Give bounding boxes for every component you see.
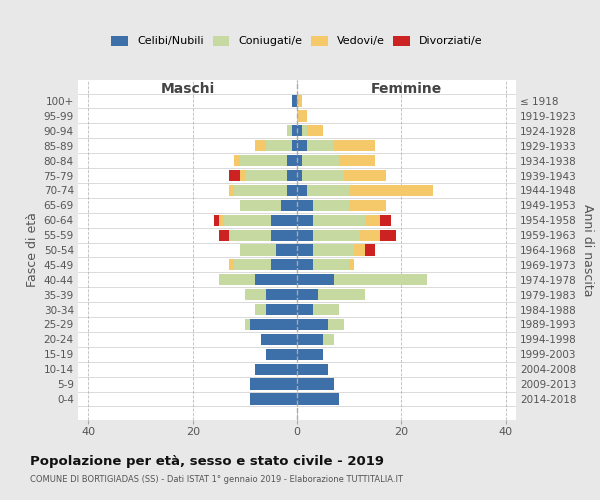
Bar — [250, 319, 297, 330]
Bar — [292, 96, 297, 106]
Bar — [344, 170, 386, 181]
Bar — [359, 230, 380, 240]
Bar — [224, 214, 271, 226]
Text: Femmine: Femmine — [371, 82, 442, 96]
Bar — [297, 200, 313, 211]
Bar — [250, 394, 297, 404]
Bar — [287, 155, 297, 166]
Bar — [297, 244, 313, 256]
Bar — [380, 214, 391, 226]
Bar — [266, 348, 297, 360]
Bar — [219, 214, 224, 226]
Bar — [297, 304, 313, 315]
Bar — [297, 170, 302, 181]
Bar — [297, 140, 307, 151]
Bar — [239, 244, 276, 256]
Bar — [239, 170, 245, 181]
Bar — [266, 140, 292, 151]
Bar — [302, 125, 307, 136]
Bar — [349, 260, 355, 270]
Bar — [287, 125, 292, 136]
Bar — [297, 348, 323, 360]
Bar — [214, 214, 219, 226]
Bar — [297, 214, 313, 226]
Bar — [334, 274, 427, 285]
Bar — [271, 260, 297, 270]
Bar — [297, 260, 313, 270]
Bar — [229, 230, 271, 240]
Bar — [255, 274, 297, 285]
Bar — [266, 304, 297, 315]
Text: COMUNE DI BORTIGIADAS (SS) - Dati ISTAT 1° gennaio 2019 - Elaborazione TUTTITALI: COMUNE DI BORTIGIADAS (SS) - Dati ISTAT … — [30, 475, 403, 484]
Bar — [297, 185, 307, 196]
Bar — [219, 230, 229, 240]
Bar — [297, 334, 323, 345]
Bar — [239, 200, 281, 211]
Bar — [297, 96, 302, 106]
Bar — [271, 214, 297, 226]
Bar — [245, 319, 250, 330]
Bar — [307, 125, 323, 136]
Bar — [297, 378, 334, 390]
Bar — [307, 140, 334, 151]
Bar — [328, 319, 344, 330]
Bar — [245, 170, 287, 181]
Bar — [235, 185, 287, 196]
Bar — [287, 170, 297, 181]
Bar — [313, 260, 349, 270]
Bar — [255, 140, 266, 151]
Bar — [287, 185, 297, 196]
Bar — [313, 304, 339, 315]
Bar — [339, 155, 375, 166]
Bar — [297, 289, 318, 300]
Bar — [271, 230, 297, 240]
Bar — [313, 230, 359, 240]
Bar — [292, 125, 297, 136]
Bar — [313, 244, 355, 256]
Bar — [297, 274, 334, 285]
Bar — [349, 185, 433, 196]
Bar — [297, 110, 307, 122]
Bar — [365, 244, 375, 256]
Bar — [323, 334, 334, 345]
Bar — [349, 200, 386, 211]
Bar — [297, 394, 339, 404]
Bar — [219, 274, 255, 285]
Bar — [380, 230, 396, 240]
Bar — [307, 185, 349, 196]
Bar — [313, 214, 365, 226]
Text: Popolazione per età, sesso e stato civile - 2019: Popolazione per età, sesso e stato civil… — [30, 455, 384, 468]
Bar — [297, 319, 328, 330]
Text: Maschi: Maschi — [160, 82, 215, 96]
Bar — [250, 378, 297, 390]
Bar — [229, 185, 235, 196]
Bar — [266, 289, 297, 300]
Bar — [229, 260, 235, 270]
Bar — [355, 244, 365, 256]
Legend: Celibi/Nubili, Coniugati/e, Vedovi/e, Divorziati/e: Celibi/Nubili, Coniugati/e, Vedovi/e, Di… — [107, 31, 487, 51]
Bar — [229, 170, 239, 181]
Bar — [276, 244, 297, 256]
Bar — [297, 364, 328, 375]
Bar — [245, 289, 266, 300]
Bar — [239, 155, 287, 166]
Bar — [281, 200, 297, 211]
Bar — [292, 140, 297, 151]
Bar — [297, 125, 302, 136]
Bar — [318, 289, 365, 300]
Bar — [297, 230, 313, 240]
Bar — [235, 260, 271, 270]
Y-axis label: Fasce di età: Fasce di età — [26, 212, 40, 288]
Bar — [255, 304, 266, 315]
Bar — [302, 155, 339, 166]
Bar — [235, 155, 239, 166]
Bar — [334, 140, 375, 151]
Bar — [313, 200, 349, 211]
Bar — [302, 170, 344, 181]
Bar — [297, 155, 302, 166]
Bar — [365, 214, 380, 226]
Bar — [260, 334, 297, 345]
Y-axis label: Anni di nascita: Anni di nascita — [581, 204, 593, 296]
Bar — [255, 364, 297, 375]
